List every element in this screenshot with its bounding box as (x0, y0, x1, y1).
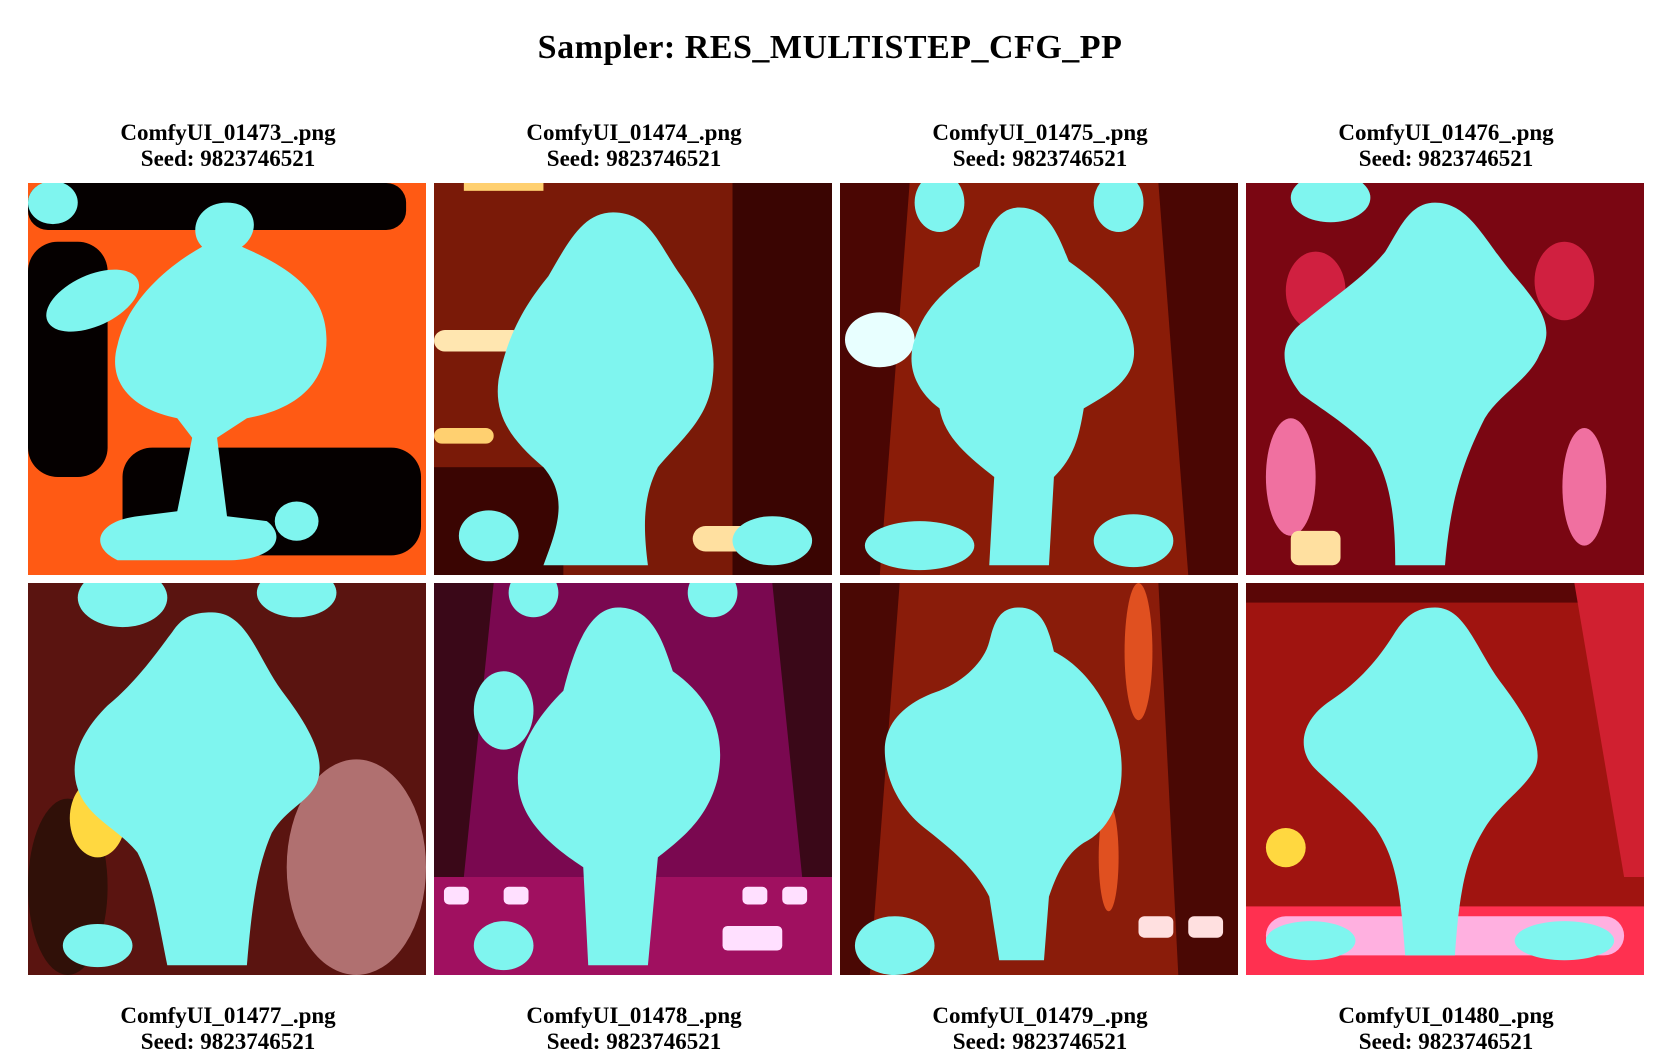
page-title: Sampler: RES_MULTISTEP_CFG_PP (537, 29, 1123, 66)
image-seed: Seed: 9823746521 (952, 146, 1128, 171)
image-filename: ComfyUI_01476_.png (1338, 120, 1554, 145)
image-tile-3 (840, 183, 1238, 575)
image-caption-5: ComfyUI_01477_.png Seed: 9823746521 (28, 1003, 428, 1055)
image-caption-7: ComfyUI_01479_.png Seed: 9823746521 (840, 1003, 1240, 1055)
image-caption-8: ComfyUI_01480_.png Seed: 9823746521 (1246, 1003, 1646, 1055)
image-tile-4 (1246, 183, 1644, 575)
image-tile-8 (1246, 583, 1644, 975)
image-filename: ComfyUI_01478_.png (526, 1003, 742, 1028)
image-seed: Seed: 9823746521 (546, 146, 722, 171)
image-caption-6: ComfyUI_01478_.png Seed: 9823746521 (434, 1003, 834, 1055)
image-filename: ComfyUI_01473_.png (120, 120, 336, 145)
image-tile-6 (434, 583, 832, 975)
image-tile-5 (28, 583, 426, 975)
image-filename: ComfyUI_01474_.png (526, 120, 742, 145)
image-caption-4: ComfyUI_01476_.png Seed: 9823746521 (1246, 120, 1646, 172)
image-caption-2: ComfyUI_01474_.png Seed: 9823746521 (434, 120, 834, 172)
image-tile-2 (434, 183, 832, 575)
image-seed: Seed: 9823746521 (140, 146, 316, 171)
image-filename: ComfyUI_01479_.png (932, 1003, 1148, 1028)
image-caption-1: ComfyUI_01473_.png Seed: 9823746521 (28, 120, 428, 172)
image-filename: ComfyUI_01477_.png (120, 1003, 336, 1028)
image-seed: Seed: 9823746521 (546, 1029, 722, 1054)
image-seed: Seed: 9823746521 (1358, 146, 1534, 171)
image-tile-7 (840, 583, 1238, 975)
image-caption-3: ComfyUI_01475_.png Seed: 9823746521 (840, 120, 1240, 172)
image-seed: Seed: 9823746521 (1358, 1029, 1534, 1054)
image-filename: ComfyUI_01475_.png (932, 120, 1148, 145)
image-tile-1 (28, 183, 426, 575)
image-seed: Seed: 9823746521 (140, 1029, 316, 1054)
image-filename: ComfyUI_01480_.png (1338, 1003, 1554, 1028)
image-seed: Seed: 9823746521 (952, 1029, 1128, 1054)
